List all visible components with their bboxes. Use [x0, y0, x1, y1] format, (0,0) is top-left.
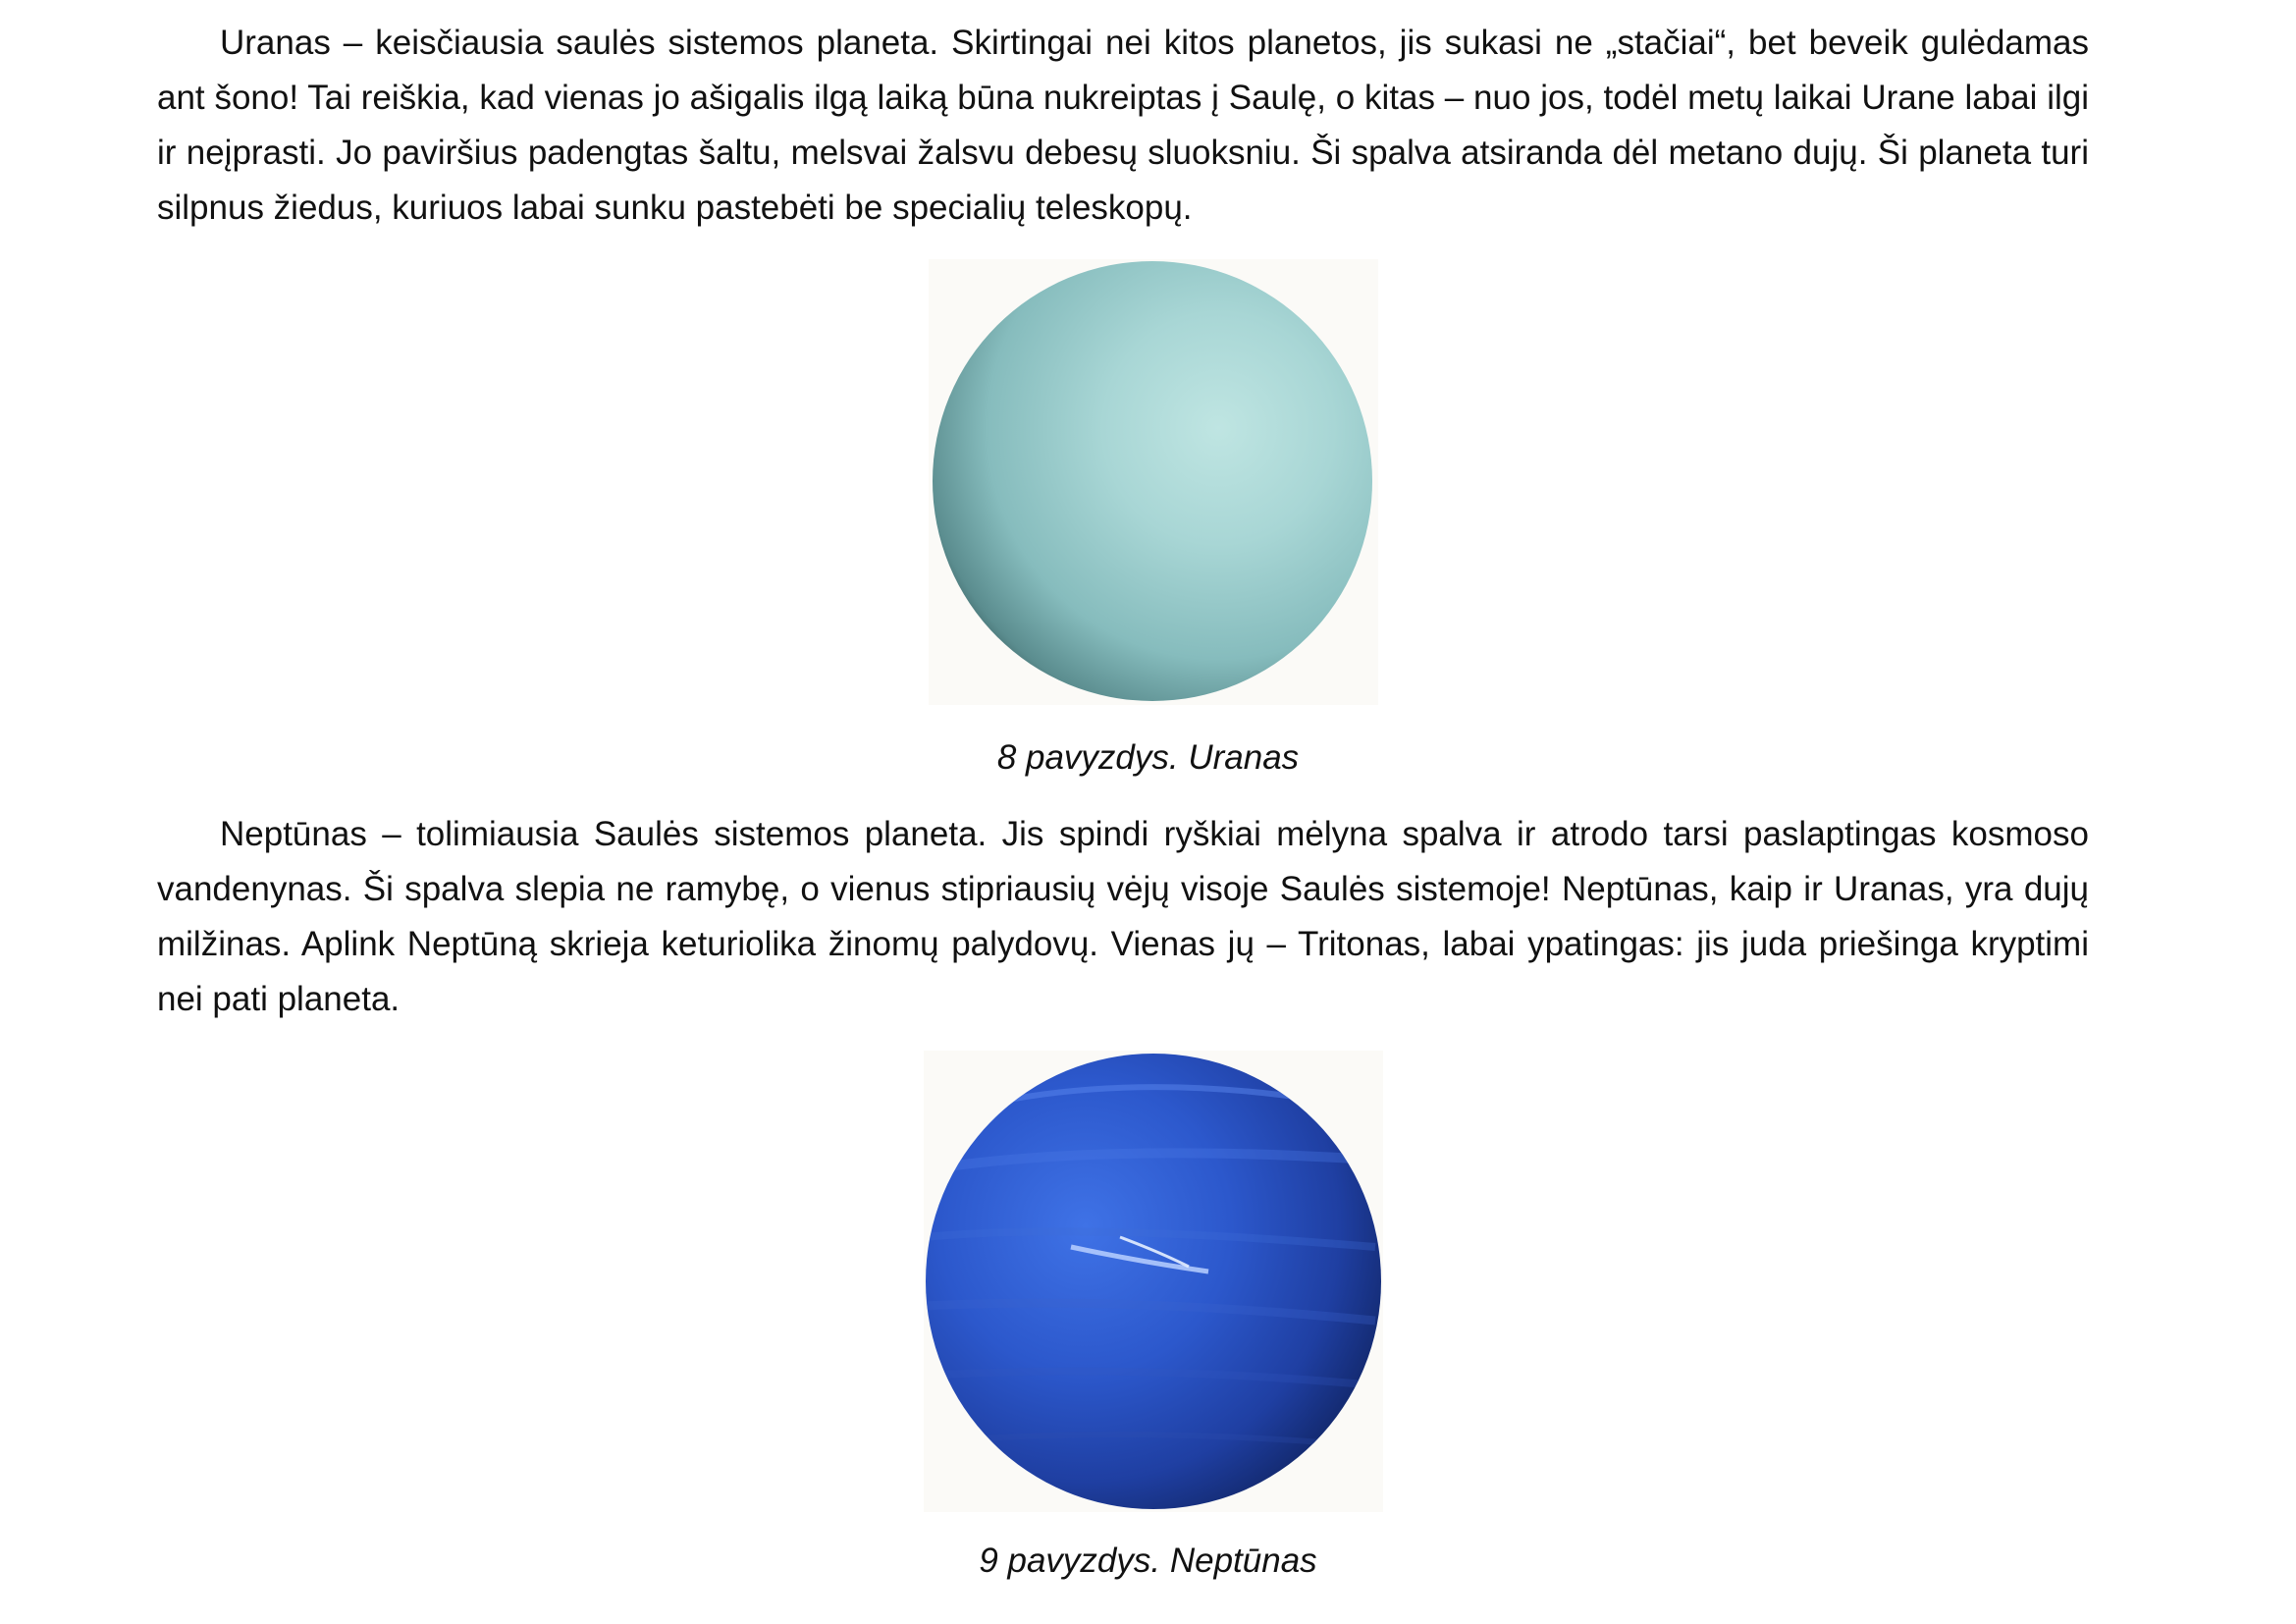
- uranus-image: [929, 259, 1378, 705]
- uranus-sphere: [933, 261, 1372, 701]
- neptune-planet-illustration: [924, 1051, 1383, 1512]
- neptune-caption: 9 pavyzdys. Neptūnas: [979, 1542, 1317, 1580]
- neptune-cloud-bands: [926, 1084, 1376, 1446]
- neptune-paragraph: Neptūnas – tolimiausia Saulės sistemos p…: [157, 815, 2089, 1018]
- uranus-caption: 8 pavyzdys. Uranas: [996, 738, 1300, 777]
- neptune-sphere: [926, 1054, 1381, 1509]
- neptune-image: [924, 1051, 1383, 1512]
- uranus-paragraph: Uranas – keisčiausia saulės sistemos pla…: [157, 24, 2089, 227]
- uranus-planet-illustration: [929, 259, 1378, 705]
